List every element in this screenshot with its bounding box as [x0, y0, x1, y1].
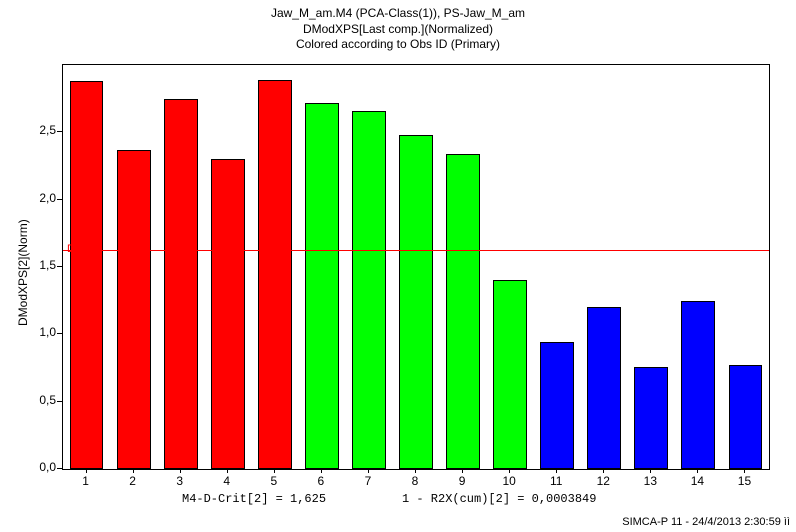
x-tick-mark: [321, 468, 322, 473]
y-tick-label: 2,0: [26, 191, 56, 205]
x-tick-label: 12: [597, 474, 610, 488]
x-tick-mark: [368, 468, 369, 473]
x-tick-mark: [744, 468, 745, 473]
bar: [587, 307, 621, 469]
reference-line-label: D,0: [67, 243, 84, 255]
reference-line: [63, 250, 769, 251]
bar: [352, 111, 386, 469]
chart-title: Jaw_M_am.M4 (PCA-Class(1)), PS-Jaw_M_am …: [0, 6, 796, 53]
y-tick-mark: [57, 401, 62, 402]
x-tick-mark: [697, 468, 698, 473]
bar: [493, 280, 527, 469]
x-tick-mark: [86, 468, 87, 473]
x-tick-label: 13: [644, 474, 657, 488]
bar: [634, 367, 668, 469]
bottom-right-text: 1 - R2X(cum)[2] = 0,0003849: [402, 492, 596, 506]
x-tick-mark: [180, 468, 181, 473]
x-tick-label: 9: [459, 474, 466, 488]
y-tick-label: 0,0: [26, 460, 56, 474]
bar: [117, 150, 151, 469]
bar: [258, 80, 292, 469]
x-tick-mark: [603, 468, 604, 473]
x-tick-label: 4: [223, 474, 230, 488]
bottom-left-text: M4-D-Crit[2] = 1,625: [182, 492, 326, 506]
x-tick-mark: [556, 468, 557, 473]
title-line3: Colored according to Obs ID (Primary): [0, 37, 796, 53]
x-tick-mark: [274, 468, 275, 473]
bar: [70, 81, 104, 469]
footer-text: SIMCA-P 11 - 24/4/2013 2:30:59 ìì: [622, 516, 790, 528]
y-tick-label: 1,0: [26, 325, 56, 339]
title-line2: DModXPS[Last comp.](Normalized): [0, 22, 796, 38]
y-tick-label: 1,5: [26, 258, 56, 272]
bar: [729, 365, 763, 469]
bar: [540, 342, 574, 469]
bar: [164, 99, 198, 469]
x-tick-label: 15: [738, 474, 751, 488]
bar: [681, 301, 715, 469]
x-tick-label: 1: [82, 474, 89, 488]
plot-area: D,0: [62, 64, 770, 470]
y-tick-mark: [57, 199, 62, 200]
bar: [305, 103, 339, 469]
x-tick-label: 10: [502, 474, 515, 488]
x-tick-label: 2: [129, 474, 136, 488]
bar: [446, 154, 480, 469]
y-tick-mark: [57, 333, 62, 334]
x-tick-label: 8: [412, 474, 419, 488]
x-tick-mark: [133, 468, 134, 473]
x-tick-label: 7: [365, 474, 372, 488]
x-tick-label: 6: [318, 474, 325, 488]
x-tick-mark: [415, 468, 416, 473]
y-tick-label: 2,5: [26, 123, 56, 137]
bar: [211, 159, 245, 469]
title-line1: Jaw_M_am.M4 (PCA-Class(1)), PS-Jaw_M_am: [0, 6, 796, 22]
x-tick-label: 3: [176, 474, 183, 488]
y-axis-title: DModXPS[2](Norm): [16, 219, 30, 326]
x-tick-mark: [227, 468, 228, 473]
x-tick-label: 14: [691, 474, 704, 488]
y-tick-label: 0,5: [26, 393, 56, 407]
x-tick-mark: [650, 468, 651, 473]
y-tick-mark: [57, 468, 62, 469]
x-tick-label: 11: [550, 474, 562, 488]
x-tick-mark: [509, 468, 510, 473]
x-tick-mark: [462, 468, 463, 473]
y-tick-mark: [57, 266, 62, 267]
y-tick-mark: [57, 131, 62, 132]
x-tick-label: 5: [270, 474, 277, 488]
chart-container: Jaw_M_am.M4 (PCA-Class(1)), PS-Jaw_M_am …: [0, 0, 796, 532]
bar: [399, 135, 433, 469]
